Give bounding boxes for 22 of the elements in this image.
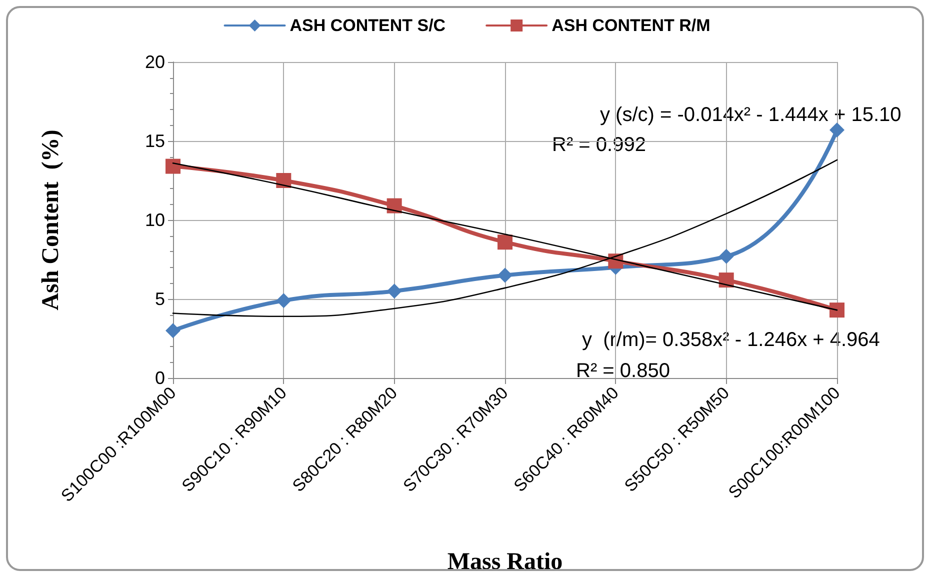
point (498, 268, 512, 283)
annotation: R² = 0.850 (576, 360, 670, 382)
point (830, 302, 844, 318)
point (276, 173, 292, 188)
point (386, 198, 402, 214)
y-tick-label: 0 (154, 368, 165, 388)
point (386, 284, 402, 299)
point (830, 122, 844, 138)
y-tick-label: 5 (154, 289, 165, 309)
y-tick-label: 10 (144, 210, 165, 230)
point (166, 158, 180, 174)
y-tick-label: 20 (144, 52, 165, 72)
point (166, 323, 180, 338)
point (276, 293, 292, 308)
legend-label: ASH CONTENT S/C (290, 16, 446, 35)
point (718, 248, 734, 264)
y-axis-title: Ash Content (%) (38, 130, 64, 310)
x-axis-title: Mass Ratio (447, 549, 563, 575)
point (498, 234, 512, 250)
legend-label: ASH CONTENT R/M (552, 16, 710, 35)
y-tick-label: 15 (144, 131, 165, 151)
point (718, 272, 734, 288)
